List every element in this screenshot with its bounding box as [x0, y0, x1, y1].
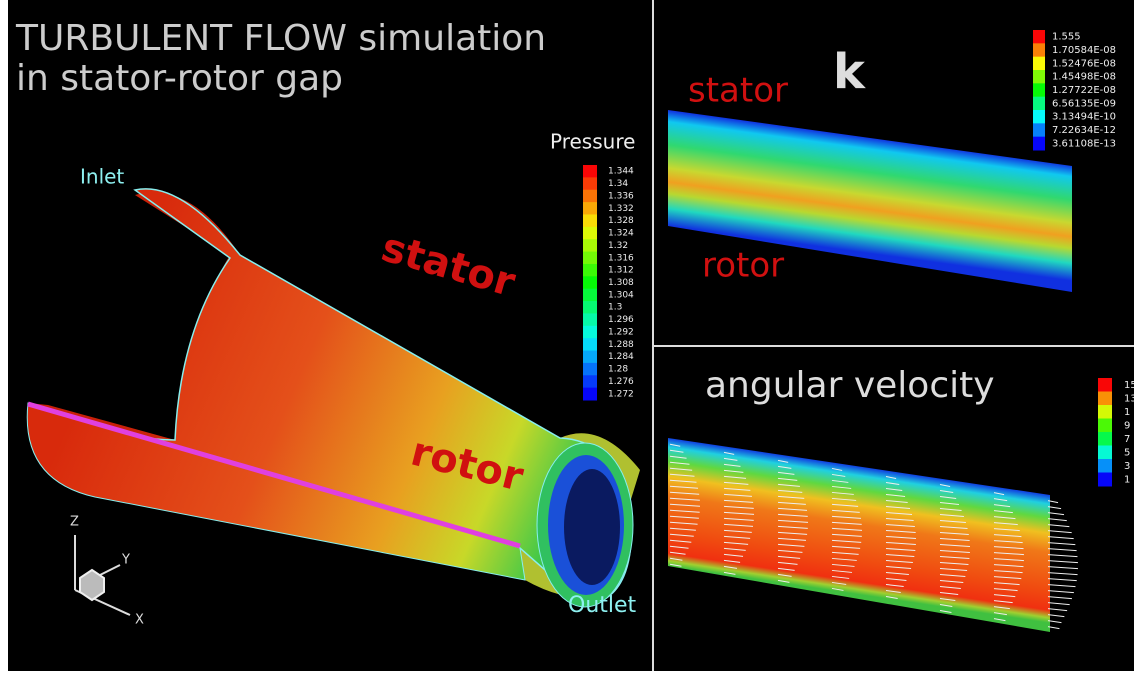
velocity-title: angular velocity — [705, 365, 995, 406]
legend-label: 15 — [1124, 380, 1134, 391]
legend-label: 1.316 — [608, 253, 634, 263]
legend-swatch — [1033, 57, 1045, 71]
legend-swatch — [1098, 473, 1112, 487]
legend-label: 1.34 — [608, 179, 628, 189]
axis-label: Y — [121, 553, 130, 568]
axis-label: X — [135, 613, 144, 628]
legend-swatch — [1033, 83, 1045, 97]
legend-swatch — [583, 375, 597, 388]
stator-label: stator — [688, 71, 788, 111]
legend-swatch — [1098, 432, 1112, 446]
legend-swatch — [583, 388, 597, 401]
legend-swatch — [1033, 30, 1045, 44]
legend-label: 1.32 — [608, 241, 628, 251]
legend-swatch — [1033, 70, 1045, 84]
legend-label: 1 — [1124, 407, 1130, 418]
rotor-label: rotor — [702, 246, 784, 286]
legend-swatch — [583, 351, 597, 364]
legend-swatch — [583, 289, 597, 302]
legend-swatch — [583, 301, 597, 314]
legend-label: 9 — [1124, 420, 1130, 431]
legend-swatch — [1098, 419, 1112, 433]
title-line: in stator-rotor gap — [16, 58, 343, 99]
legend-swatch — [583, 264, 597, 277]
legend-swatch — [1098, 459, 1112, 473]
legend-swatch — [583, 214, 597, 227]
axis-label: Z — [70, 515, 79, 530]
legend-label: 1.555 — [1052, 32, 1081, 43]
legend-swatch — [1033, 43, 1045, 57]
legend-label: 6.56135E-09 — [1052, 98, 1116, 109]
legend-swatch — [1033, 123, 1045, 137]
outlet-label: Outlet — [568, 593, 637, 618]
legend-label: 1.308 — [608, 278, 634, 288]
legend-label: 13 — [1124, 393, 1134, 404]
legend-label: 1.284 — [608, 352, 634, 362]
legend-label: 1.328 — [608, 216, 634, 226]
legend-label: 1.324 — [608, 229, 634, 239]
legend-swatch — [583, 227, 597, 240]
bottom-strip — [0, 671, 1134, 679]
legend-label: 1.45498E-08 — [1052, 72, 1116, 83]
outlet-hole — [564, 469, 620, 585]
legend-label: 3 — [1124, 461, 1130, 472]
legend-label: 1 — [1124, 474, 1130, 485]
legend-swatch — [1098, 446, 1112, 460]
legend-label: 1.272 — [608, 389, 634, 399]
legend-title: Pressure — [550, 130, 635, 154]
legend-swatch — [583, 252, 597, 265]
legend-label: 5 — [1124, 447, 1130, 458]
legend-swatch — [1098, 392, 1112, 406]
scene: TURBULENT FLOW simulation in stator-roto… — [0, 0, 1134, 679]
legend-swatch — [1033, 97, 1045, 111]
legend-label: 1.312 — [608, 266, 634, 276]
legend-label: 1.292 — [608, 327, 634, 337]
legend-swatch — [583, 338, 597, 351]
legend-label: 1.27722E-08 — [1052, 85, 1116, 96]
legend-label: 3.61108E-13 — [1052, 138, 1116, 149]
legend-label: 1.3 — [608, 303, 622, 313]
legend-label: 1.304 — [608, 290, 634, 300]
legend-swatch — [583, 239, 597, 252]
legend-label: 7.22634E-12 — [1052, 125, 1116, 136]
inlet-label: Inlet — [80, 165, 124, 189]
legend-swatch — [1033, 137, 1045, 151]
legend-swatch — [583, 165, 597, 178]
legend-label: 1.332 — [608, 204, 634, 214]
legend-swatch — [583, 313, 597, 326]
legend-label: 1.344 — [608, 167, 634, 177]
legend-label: 3.13494E-10 — [1052, 112, 1116, 123]
legend-swatch — [583, 276, 597, 289]
legend-label: 1.276 — [608, 377, 634, 387]
legend-swatch — [583, 202, 597, 215]
k-title: k — [833, 44, 866, 100]
legend-label: 1.296 — [608, 315, 634, 325]
pressure-legend: 1.344 1.34 1.336 1.332 1.328 1.324 1.32 1.316 1.… — [583, 165, 634, 401]
legend-label: 7 — [1124, 434, 1130, 445]
title-line: TURBULENT FLOW simulation — [15, 18, 546, 59]
legend-swatch — [1098, 378, 1112, 392]
legend-swatch — [583, 190, 597, 203]
legend-swatch — [1033, 110, 1045, 124]
legend-swatch — [583, 326, 597, 339]
legend-swatch — [1098, 405, 1112, 419]
legend-label: 1.336 — [608, 191, 634, 201]
legend-label: 1.52476E-08 — [1052, 58, 1116, 69]
legend-swatch — [583, 363, 597, 376]
legend-label: 1.288 — [608, 340, 634, 350]
legend-swatch — [583, 177, 597, 190]
legend-label: 1.70584E-08 — [1052, 45, 1116, 56]
legend-label: 1.28 — [608, 365, 628, 375]
